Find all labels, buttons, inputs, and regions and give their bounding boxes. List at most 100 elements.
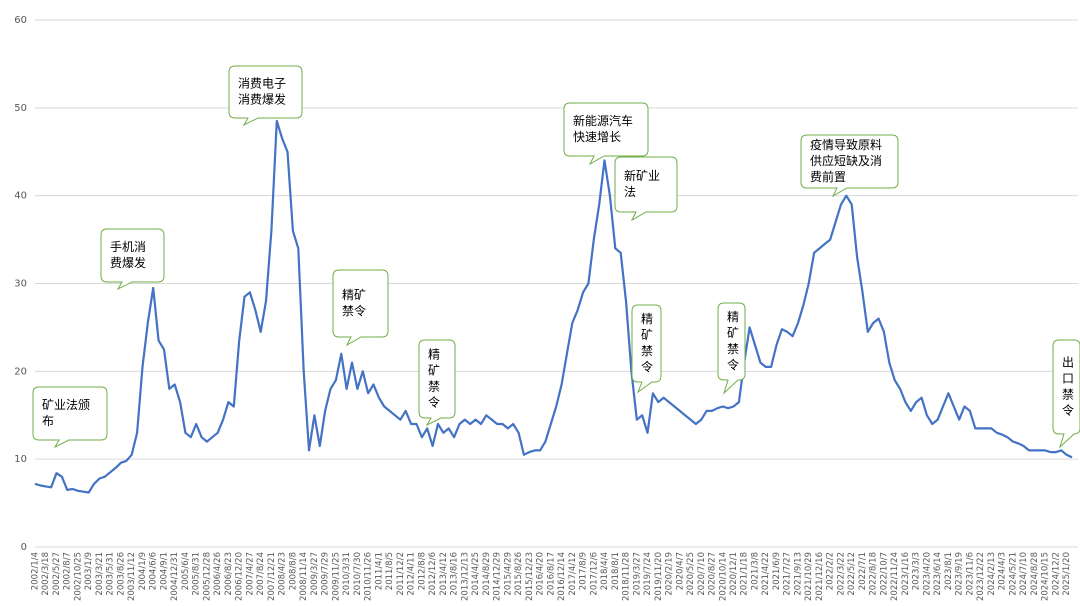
x-tick-label: 2007/12/21: [267, 552, 277, 601]
x-tick-label: 2024/2/13: [987, 552, 997, 596]
x-tick-label: 2019/3/27: [632, 552, 642, 596]
x-tick-label: 2003/3/21: [95, 552, 105, 596]
x-tick-label: 2013/8/16: [450, 552, 460, 596]
x-tick-label: 2014/4/25: [471, 552, 481, 596]
x-tick-label: 2017/4/12: [568, 552, 578, 596]
x-tick-label: 2009/3/27: [310, 552, 320, 596]
annotation-text: 手机消: [110, 240, 146, 254]
annotation-text: 禁: [727, 342, 739, 356]
x-tick-label: 2020/2/19: [665, 552, 675, 596]
annotation-text: 精: [428, 348, 440, 362]
x-tick-label: 2023/3/3: [912, 552, 922, 590]
annotation-text: 精: [641, 312, 653, 326]
x-tick-label: 2023/1/16: [901, 552, 911, 596]
annotation-text: 禁: [641, 344, 653, 358]
x-tick-label: 2021/9/13: [793, 552, 803, 596]
x-tick-label: 2018/11/28: [622, 552, 632, 601]
callout-box: [717, 302, 746, 395]
callout-box: [228, 65, 303, 127]
annotation-text: 禁: [428, 380, 440, 394]
x-tick-label: 2024/8/28: [1030, 552, 1040, 596]
annotation-text: 禁令: [342, 303, 366, 318]
callout-box: [32, 386, 108, 449]
y-tick-label: 60: [14, 15, 27, 26]
callout-box: [1052, 339, 1080, 449]
x-tick-label: 2008/4/23: [278, 552, 288, 596]
x-tick-label: 2003/11/12: [127, 552, 137, 601]
annotation-text: 精: [727, 310, 739, 324]
x-tick-label: 2004/1/9: [138, 552, 148, 590]
x-tick-label: 2021/1/18: [740, 552, 750, 596]
x-tick-label: 2024/10/15: [1041, 552, 1051, 601]
x-tick-label: 2014/12/29: [493, 552, 503, 601]
annotation-text: 矿: [727, 326, 739, 340]
x-tick-label: 2002/10/25: [73, 552, 83, 601]
x-tick-label: 2017/12/6: [589, 552, 599, 596]
x-tick-label: 2016/8/17: [546, 552, 556, 596]
annotation-text: 令: [428, 395, 440, 410]
x-tick-label: 2004/12/31: [170, 552, 180, 601]
y-tick-label: 50: [14, 103, 27, 114]
x-tick-label: 2018/8/1: [611, 552, 621, 590]
x-tick-label: 2011/8/5: [385, 552, 395, 590]
x-tick-label: 2014/8/29: [482, 552, 492, 596]
x-tick-label: 2021/12/16: [815, 552, 825, 601]
x-tick-label: 2023/11/6: [965, 552, 975, 596]
annotation-text: 供应短缺及消: [810, 153, 882, 168]
annotation-text: 令: [1062, 403, 1074, 418]
x-tick-label: 2024/12/2: [1051, 552, 1061, 596]
x-tick-label: 2009/11/25: [331, 552, 341, 601]
x-tick-label: 2022/3/22: [836, 552, 846, 596]
x-tick-label: 2007/4/27: [245, 552, 255, 596]
y-tick-label: 20: [14, 366, 27, 377]
annotation-text: 矿: [641, 328, 653, 342]
x-tick-label: 2021/7/27: [783, 552, 793, 596]
x-tick-label: 2023/12/22: [976, 552, 986, 601]
x-tick-label: 2022/2/2: [826, 552, 836, 590]
annotation-text: 口: [1062, 372, 1074, 386]
x-tick-label: 2020/7/10: [697, 552, 707, 596]
x-tick-label: 2008/11/14: [299, 552, 309, 601]
annotation-text: 精矿: [342, 288, 366, 302]
annotation-text: 出: [1062, 356, 1074, 370]
x-tick-label: 2006/4/26: [213, 552, 223, 596]
x-tick-label: 2015/12/23: [525, 552, 535, 601]
x-tick-label: 2022/11/24: [890, 552, 900, 601]
x-tick-label: 2021/4/22: [761, 552, 771, 596]
x-tick-label: 2005/6/4: [181, 552, 191, 590]
x-tick-label: 2020/12/1: [729, 552, 739, 596]
x-tick-label: 2002/8/7: [63, 552, 73, 590]
x-tick-label: 2010/3/31: [342, 552, 352, 596]
callout-box: [800, 134, 899, 198]
x-tick-label: 2008/8/8: [288, 552, 298, 590]
annotation-text: 法: [624, 185, 636, 199]
x-tick-label: 2011/4/1: [374, 552, 384, 590]
x-tick-label: 2003/8/26: [116, 552, 126, 596]
x-tick-label: 2022/5/12: [847, 552, 857, 596]
x-tick-label: 2020/10/14: [718, 552, 728, 601]
x-tick-label: 2005/12/28: [202, 552, 212, 601]
x-tick-label: 2012/4/11: [407, 552, 417, 596]
annotation-text: 新能源汽车: [573, 113, 633, 128]
annotation-text: 快速增长: [573, 130, 621, 144]
x-tick-label: 2010/7/30: [353, 552, 363, 596]
x-tick-label: 2003/5/31: [106, 552, 116, 596]
x-tick-label: 2015/8/26: [514, 552, 524, 596]
annotation-text: 费前置: [810, 169, 846, 184]
x-tick-label: 2023/9/19: [955, 552, 965, 596]
annotation-text: 消费爆发: [238, 92, 286, 107]
x-tick-label: 2024/5/21: [1008, 552, 1018, 596]
annotation-text: 费爆发: [110, 255, 146, 270]
x-tick-label: 2006/12/20: [235, 552, 245, 601]
data-line: [34, 119, 1073, 494]
callout-box: [563, 102, 649, 166]
x-tick-label: 2025/1/20: [1062, 552, 1072, 596]
x-tick-label: 2013/12/13: [460, 552, 470, 601]
x-tick-label: 2016/4/20: [536, 552, 546, 596]
annotation-text: 矿业法颁: [42, 397, 90, 412]
